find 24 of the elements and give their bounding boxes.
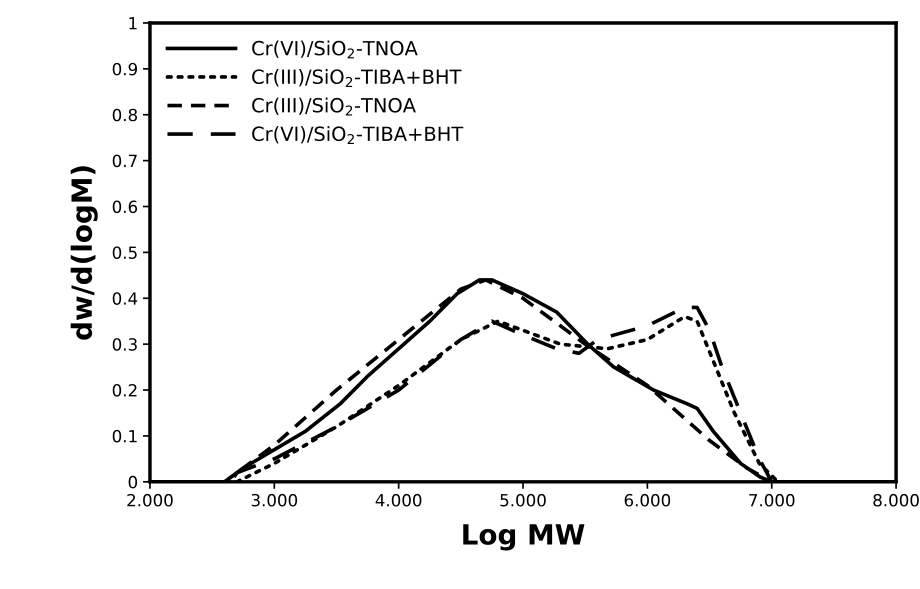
x-axis-title: Log MW xyxy=(463,524,584,551)
y-tick-label: 0.5 xyxy=(112,246,137,259)
legend-label: Cr(VI)/SiO$_{2}$-TIBA+BHT xyxy=(252,126,464,144)
y-tick-label: 0.6 xyxy=(112,200,138,214)
x-tick-label: 2.000 xyxy=(127,494,173,507)
x-tick-label: 4.000 xyxy=(376,494,422,507)
x-tick-label: 8.000 xyxy=(873,494,919,507)
y-tick-label: 1 xyxy=(129,17,137,30)
y-tick-label: 0.8 xyxy=(112,108,138,122)
x-tick-label: 5.000 xyxy=(500,494,546,507)
x-tick-label: 3.000 xyxy=(252,494,298,507)
x-tick-label: 7.000 xyxy=(749,494,794,507)
y-axis-title: dw/d(logM) xyxy=(70,166,98,340)
y-tick-label: 0.3 xyxy=(112,338,137,351)
y-tick-label: 0.9 xyxy=(112,62,137,76)
legend-label: Cr(III)/SiO$_{2}$-TNOA xyxy=(252,98,416,116)
legend-label: Cr(VI)/SiO$_{2}$-TNOA xyxy=(252,40,418,58)
y-tick-label: 0.2 xyxy=(112,384,136,397)
y-tick-label: 0.1 xyxy=(112,430,137,442)
y-tick-label: 0 xyxy=(128,476,138,488)
y-tick-label: 0.4 xyxy=(112,292,138,305)
x-tick-label: 6.000 xyxy=(624,494,670,507)
y-tick-label: 0.7 xyxy=(112,154,137,168)
legend-label: Cr(III)/SiO$_{2}$-TIBA+BHT xyxy=(252,69,462,87)
